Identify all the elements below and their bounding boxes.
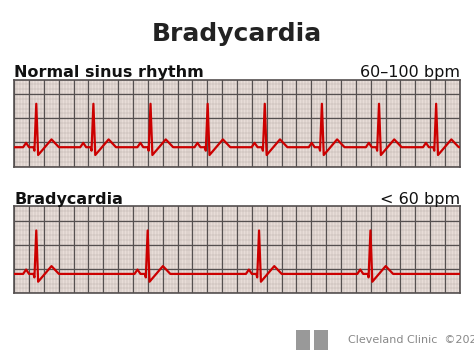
Text: Cleveland Clinic  ©2021: Cleveland Clinic ©2021 bbox=[348, 335, 474, 345]
Text: Normal sinus rhythm: Normal sinus rhythm bbox=[14, 65, 204, 80]
Bar bbox=[314, 330, 328, 350]
Text: < 60 bpm: < 60 bpm bbox=[380, 191, 460, 207]
Bar bbox=[296, 330, 310, 350]
Text: 60–100 bpm: 60–100 bpm bbox=[360, 65, 460, 80]
Text: Bradycardia: Bradycardia bbox=[152, 22, 322, 46]
Text: Bradycardia: Bradycardia bbox=[14, 191, 123, 207]
